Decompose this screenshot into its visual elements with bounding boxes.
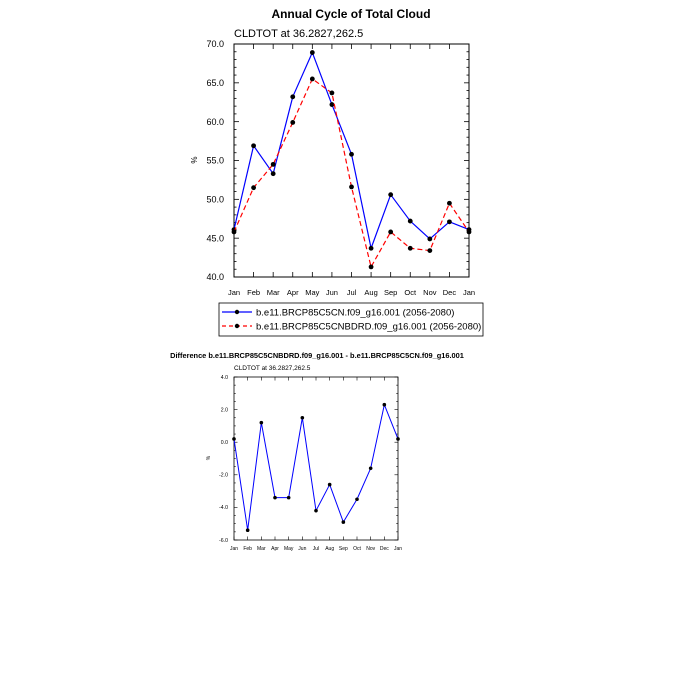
difference-y-axis-label: % (206, 455, 212, 460)
series-1-point (290, 94, 296, 100)
series-2-point (466, 229, 472, 235)
x-tick-label: Oct (404, 288, 417, 297)
series-2-point (290, 120, 296, 125)
x-tick-label: Dec (443, 288, 457, 297)
legend-label-2: b.e11.BRCP85C5CNBDRD.f09_g16.001 (2056-2… (256, 322, 481, 333)
x-tick-label: May (284, 546, 294, 552)
series-1-point (396, 437, 400, 441)
series-1-point (388, 192, 394, 198)
difference-plot-area: -6.0 -4.0 -2.0 0.0 2.0 4.0 Jan Feb Mar Apr May Jun J… (219, 375, 402, 552)
series-1-point (355, 497, 359, 502)
x-tick-label: Feb (243, 546, 252, 552)
y-tick-label: 60.0 (206, 117, 224, 127)
series-1-point (329, 102, 335, 107)
y-tick-label: 0.0 (221, 440, 228, 446)
series-1-point (447, 219, 452, 225)
x-tick-label: Apr (271, 546, 279, 552)
series-1-point (309, 50, 315, 55)
legend-marker-2 (234, 323, 240, 329)
y-tick-label: 2.0 (221, 407, 228, 413)
series-1-point (232, 437, 236, 441)
legend: b.e11.BRCP85C5CN.f09_g16.001 (2056-2080)… (218, 302, 484, 337)
series-1-point (327, 482, 332, 487)
series-2-point (251, 185, 256, 191)
series-1-point (349, 151, 354, 157)
series-2-point (388, 229, 394, 235)
series-1-point (341, 520, 346, 524)
x-tick-label: Feb (247, 288, 260, 297)
chart-subtitle: CLDTOT at 36.2827,262.5 (234, 28, 363, 40)
x-tick-label: Apr (287, 288, 299, 297)
series-1-point (273, 495, 277, 500)
difference-subtitle: CLDTOT at 36.2827,262.5 (234, 365, 311, 372)
legend-label-1: b.e11.BRCP85C5CN.f09_g16.001 (2056-2080) (256, 308, 454, 319)
series-1-point (407, 218, 413, 224)
x-tick-label: Oct (353, 546, 361, 552)
x-tick-label: Jul (347, 288, 357, 297)
plot-frame-0 (233, 43, 470, 278)
series-2-point (447, 200, 452, 206)
x-tick-label: Sep (384, 288, 397, 297)
x-tick-label: Jun (298, 546, 306, 552)
x-tick-label: Jan (230, 546, 238, 552)
x-tick-label: Jan (228, 288, 240, 297)
x-tick-label: Jul (313, 546, 319, 552)
y-tick-label: 70.0 (206, 39, 224, 49)
x-tick-label: Sep (339, 546, 348, 552)
series-1-point (251, 143, 256, 149)
series-1-point (259, 420, 264, 425)
y-tick-label: 50.0 (206, 194, 224, 204)
series-1-point (270, 171, 276, 177)
series-2-point (349, 184, 354, 190)
chart-title: Annual Cycle of Total Cloud (271, 7, 430, 21)
y-tick-label: 45.0 (206, 233, 224, 243)
legend-marker-1 (234, 309, 240, 315)
y-tick-label: 40.0 (206, 272, 224, 282)
series-2-point (368, 264, 374, 270)
series-1-point (368, 466, 373, 471)
y-tick-label: -2.0 (219, 473, 228, 479)
y-tick-label: 65.0 (206, 78, 224, 88)
difference-title: Difference b.e11.BRCP85C5CNBDRD.f09_g16.… (170, 351, 464, 360)
series-1-point (368, 245, 374, 251)
legend-box (218, 302, 484, 337)
x-tick-label: Jun (326, 288, 338, 297)
y-tick-label: -6.0 (219, 538, 228, 544)
series-line-2 (233, 78, 470, 268)
x-tick-label: Aug (325, 546, 334, 552)
x-tick-label: Mar (267, 288, 280, 297)
y-tick-label: -4.0 (219, 505, 228, 511)
x-tick-label: Jan (463, 288, 475, 297)
series-1-point (314, 508, 318, 513)
top-plot-area: 40.0 45.0 50.0 55.0 60.0 65.0 70.0 Jan Feb Mar Apr… (206, 39, 475, 297)
y-tick-label: 4.0 (221, 375, 228, 381)
y-axis-label: % (190, 156, 199, 163)
x-tick-label: Mar (257, 546, 266, 552)
x-tick-label: Aug (364, 288, 377, 297)
series-2-point (309, 76, 315, 82)
x-tick-label: Jan (394, 546, 402, 552)
series-2-point (270, 161, 276, 167)
series-1-point (300, 415, 305, 420)
x-tick-label: Nov (366, 546, 375, 552)
series-1-point (382, 402, 387, 407)
series-1-point (427, 236, 433, 242)
series-2-point (407, 245, 413, 251)
series-line-1 (233, 51, 470, 249)
x-tick-label: Dec (380, 546, 389, 552)
series-2-point (231, 229, 237, 235)
x-tick-label: Nov (423, 288, 437, 297)
series-2-point (427, 248, 433, 253)
x-tick-label: May (305, 288, 319, 297)
plot-frame-1 (233, 376, 399, 541)
y-tick-label: 55.0 (206, 156, 224, 166)
series-1-point (245, 528, 250, 533)
series-2-point (329, 90, 335, 96)
series-1-point (286, 495, 291, 500)
